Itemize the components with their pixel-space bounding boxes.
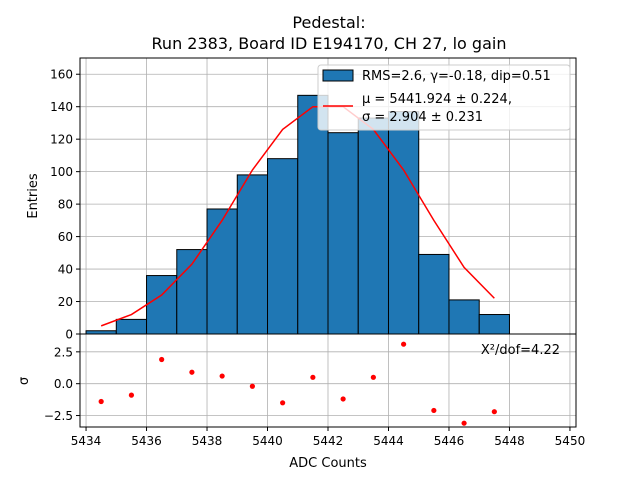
x-axis-ticks: 5434 5436 5438 5440 5442 5444 5446 5448 5450 bbox=[71, 427, 585, 448]
x-tick-label: 5438 bbox=[192, 434, 223, 448]
histogram-y-tick-label: 40 bbox=[58, 263, 73, 277]
histogram-bar bbox=[327, 132, 359, 335]
histogram-bar bbox=[176, 249, 208, 335]
x-tick-label: 5442 bbox=[313, 434, 344, 448]
residual-point bbox=[98, 398, 104, 405]
residual-point bbox=[461, 420, 467, 426]
histogram-y-tick-label: 20 bbox=[58, 295, 73, 309]
histogram-y-tick-label: 140 bbox=[50, 100, 73, 114]
legend: RMS=2.6, γ=-0.18, dip=0.51 μ = 5441.924 … bbox=[317, 64, 571, 131]
x-tick-label: 5448 bbox=[494, 434, 525, 448]
histogram-bar bbox=[297, 94, 329, 335]
histogram-y-ticks: 0 20 40 60 80 100 120 140 160 bbox=[50, 68, 80, 342]
histogram-bar bbox=[478, 314, 510, 335]
residual-y-tick-label: −2.5 bbox=[44, 409, 73, 423]
chart-title-line-2: Run 2383, Board ID E194170, CH 27, lo ga… bbox=[152, 34, 507, 53]
residual-point bbox=[401, 341, 407, 347]
histogram-y-tick-label: 80 bbox=[58, 198, 73, 212]
legend-histogram-swatch bbox=[322, 69, 354, 82]
residual-point bbox=[219, 373, 225, 379]
residual-point bbox=[249, 383, 255, 389]
legend-fit-label-sigma: σ = 2.904 ± 0.231 bbox=[362, 110, 483, 125]
histogram-bar bbox=[267, 158, 299, 335]
y-axis-label-sigma: σ bbox=[17, 377, 32, 385]
residual-point bbox=[370, 374, 376, 380]
chart-title-line-1: Pedestal: bbox=[292, 13, 365, 32]
histogram-bar bbox=[236, 174, 269, 335]
residual-point bbox=[189, 369, 195, 375]
x-tick-label: 5440 bbox=[252, 434, 283, 448]
chi2-annotation: X²/dof=4.22 bbox=[481, 343, 560, 358]
gaussian-fit-line bbox=[100, 105, 495, 327]
histogram-bar bbox=[387, 111, 420, 335]
residual-point bbox=[310, 374, 316, 380]
histogram-bars bbox=[85, 94, 510, 335]
residual-point bbox=[491, 409, 497, 415]
residual-panel: −2.5 0.0 2.5 X²/dof=4.22 σ bbox=[17, 333, 577, 428]
histogram-y-tick-label: 120 bbox=[50, 133, 73, 147]
x-tick-label: 5436 bbox=[131, 434, 162, 448]
x-tick-label: 5444 bbox=[373, 434, 404, 448]
histogram-y-tick-label: 100 bbox=[50, 165, 73, 179]
histogram-bar bbox=[448, 299, 480, 335]
residual-point bbox=[159, 356, 165, 363]
residual-point bbox=[340, 396, 346, 402]
residual-points bbox=[98, 341, 497, 426]
histogram-y-tick-label: 0 bbox=[65, 328, 73, 342]
residual-y-tick-label: 2.5 bbox=[54, 345, 73, 359]
residual-y-ticks: −2.5 0.0 2.5 bbox=[44, 345, 80, 423]
histogram-bar bbox=[115, 318, 148, 335]
x-axis-label: ADC Counts bbox=[289, 456, 367, 471]
x-tick-label: 5450 bbox=[555, 434, 586, 448]
legend-fit-label-mu: μ = 5441.924 ± 0.224, bbox=[362, 92, 512, 107]
residual-point bbox=[280, 400, 286, 406]
residual-grid bbox=[80, 334, 576, 427]
histogram-bar bbox=[206, 208, 238, 335]
residual-point bbox=[128, 392, 135, 398]
histogram-y-tick-label: 160 bbox=[50, 68, 73, 82]
residual-y-tick-label: 0.0 bbox=[54, 377, 73, 391]
legend-histogram-label: RMS=2.6, γ=-0.18, dip=0.51 bbox=[362, 69, 551, 84]
histogram-bar bbox=[418, 253, 450, 335]
x-tick-label: 5434 bbox=[71, 434, 102, 448]
histogram-y-tick-label: 60 bbox=[58, 230, 73, 244]
residual-point bbox=[431, 407, 437, 414]
legend-box bbox=[317, 64, 571, 131]
histogram-bar bbox=[357, 117, 389, 335]
x-tick-label: 5446 bbox=[434, 434, 465, 448]
y-axis-label-entries: Entries bbox=[26, 173, 41, 219]
